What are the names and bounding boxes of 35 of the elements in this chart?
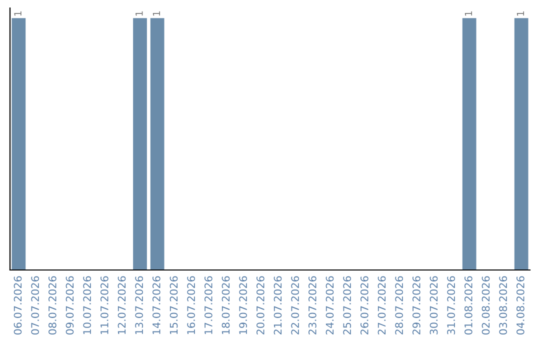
x-tick-label: 11.07.2026 xyxy=(100,276,108,334)
data-label: 1 xyxy=(152,11,160,16)
x-tick-label: 09.07.2026 xyxy=(66,276,74,335)
data-label: 1 xyxy=(14,11,22,16)
x-tick-label: 28.07.2026 xyxy=(395,276,404,334)
x-tick-label: 03.08.2026 xyxy=(499,276,508,335)
x-tick-label: 14.07.2026 xyxy=(152,276,160,334)
x-tick-label: 23.07.2026 xyxy=(308,276,316,334)
x-tick-label: 18.07.2026 xyxy=(222,276,230,334)
data-label: 1 xyxy=(136,11,143,16)
x-tick-label: 12.07.2026 xyxy=(118,276,126,334)
x-tick-label: 29.07.2026 xyxy=(412,276,420,334)
x-tick-label: 10.07.2026 xyxy=(83,276,92,334)
x-tick-label: 30.07.2026 xyxy=(430,276,438,334)
x-tick-label: 20.07.2026 xyxy=(256,276,264,334)
x-tick-label: 04.08.2026 xyxy=(516,276,524,335)
x-tick-label: 25.07.2026 xyxy=(343,276,352,334)
x-tick-label: 13.07.2026 xyxy=(135,276,144,334)
x-tick-label: 06.07.2026 xyxy=(14,276,22,335)
x-tick-label: 17.07.2026 xyxy=(204,276,212,334)
x-tick-label: 16.07.2026 xyxy=(187,276,196,334)
data-label: 1 xyxy=(464,11,472,16)
x-tick-label: 02.08.2026 xyxy=(482,276,490,335)
x-tick-label: 26.07.2026 xyxy=(360,276,368,334)
x-tick-label: 21.07.2026 xyxy=(274,276,282,334)
x-tick-label: 15.07.2026 xyxy=(170,276,178,334)
x-tick-label: 08.07.2026 xyxy=(48,276,56,335)
x-tick-label: 19.07.2026 xyxy=(239,276,248,334)
x-tick-label: 01.08.2026 xyxy=(464,276,472,335)
x-tick-label: 31.07.2026 xyxy=(447,276,456,334)
data-label: 1 xyxy=(516,11,524,16)
x-tick-label: 24.07.2026 xyxy=(326,276,334,334)
x-tick-label: 27.07.2026 xyxy=(378,276,386,334)
x-tick-label: 07.07.2026 xyxy=(31,276,40,335)
x-tick-label: 22.07.2026 xyxy=(291,276,300,334)
